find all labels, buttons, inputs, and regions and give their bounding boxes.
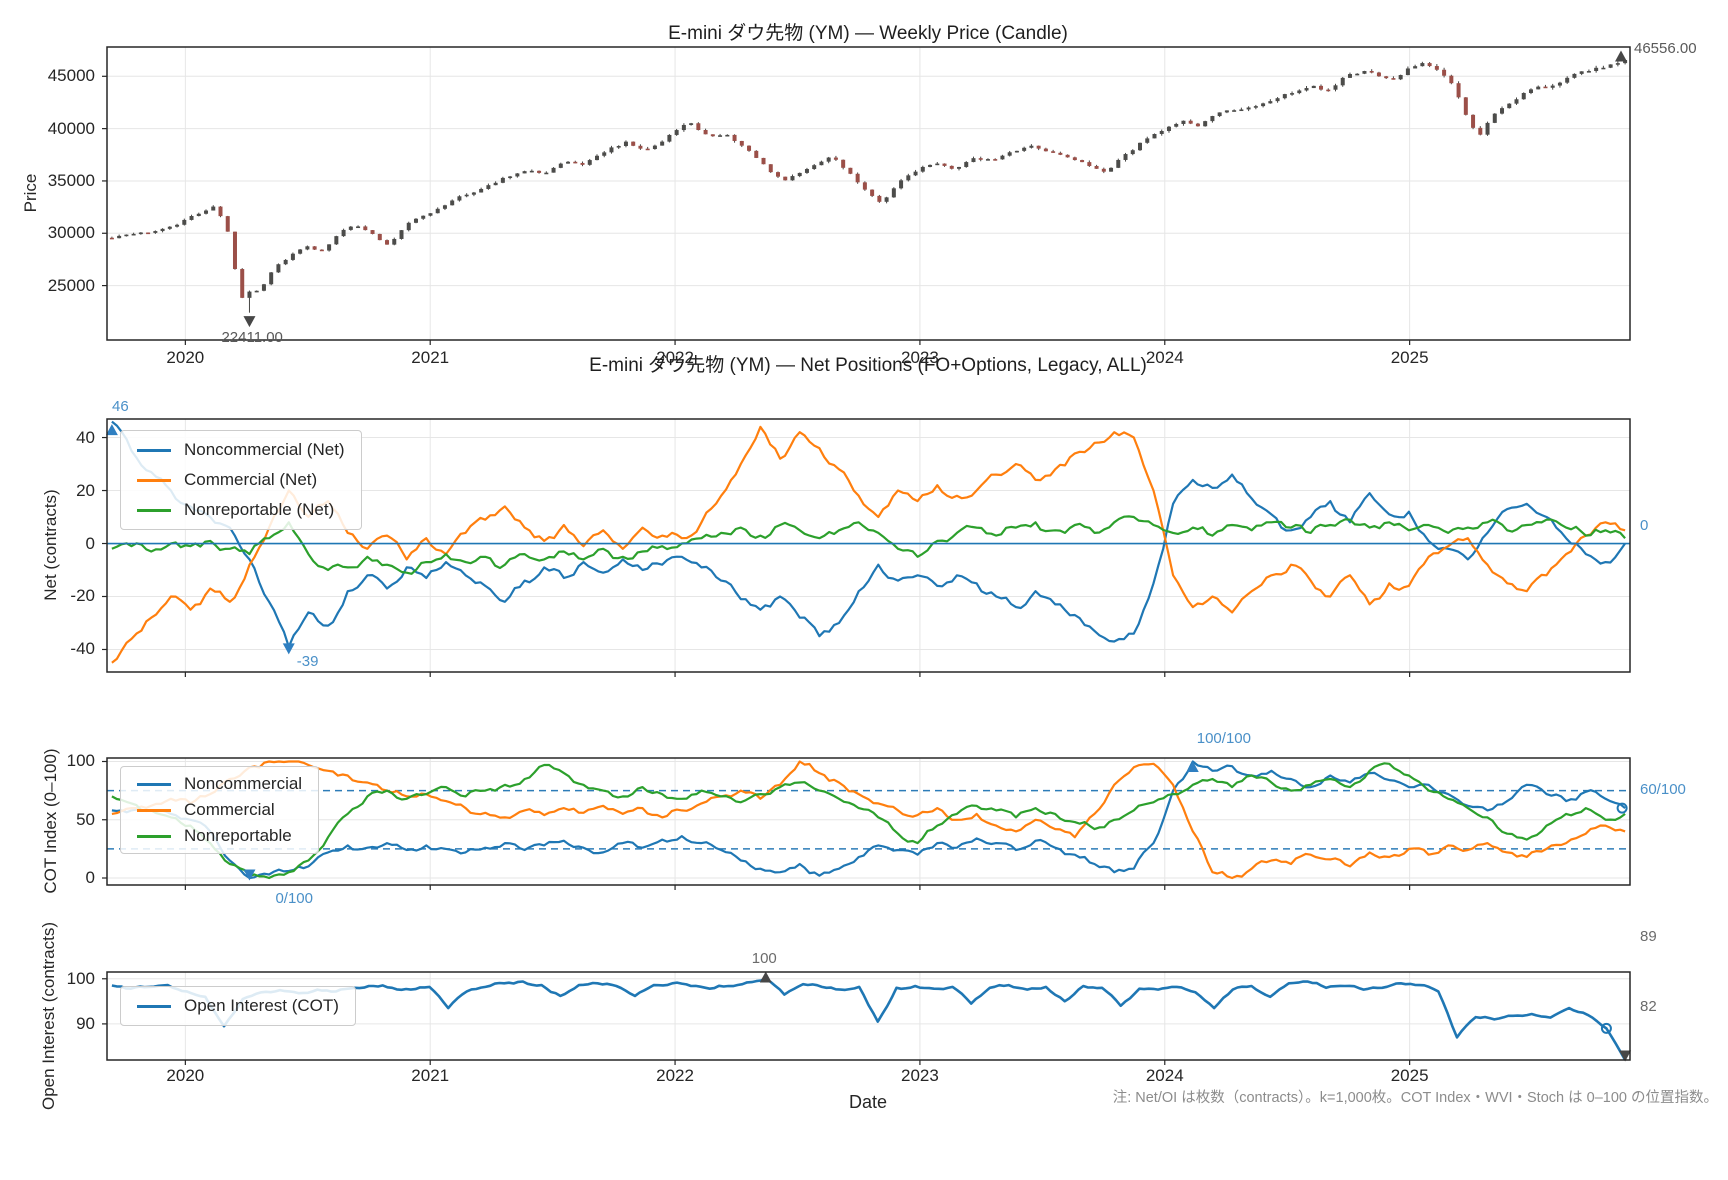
weekly-candles bbox=[109, 59, 1628, 313]
oi-prev-marker-icon bbox=[1600, 1022, 1612, 1034]
price-last-marker-icon bbox=[1615, 50, 1627, 62]
series-nonreportable bbox=[111, 762, 1626, 880]
net-start-marker-icon bbox=[105, 424, 118, 436]
series-commercial bbox=[111, 760, 1626, 880]
price-low-marker-icon bbox=[243, 316, 256, 328]
cot-latest-marker-icon bbox=[1616, 802, 1628, 814]
cot-max-marker-icon bbox=[1186, 760, 1199, 772]
oi-last-marker-icon bbox=[1619, 1050, 1632, 1062]
net-min-marker-icon bbox=[282, 643, 295, 655]
series-commercial-net- bbox=[111, 425, 1626, 664]
cot-min-marker-icon bbox=[243, 869, 256, 881]
series-open-interest-cot- bbox=[111, 977, 1627, 1061]
series-noncommercial bbox=[111, 760, 1626, 880]
series-noncommercial-net- bbox=[111, 420, 1626, 648]
oi-max-marker-icon bbox=[759, 971, 772, 983]
series-nonreportable-net- bbox=[111, 515, 1626, 575]
